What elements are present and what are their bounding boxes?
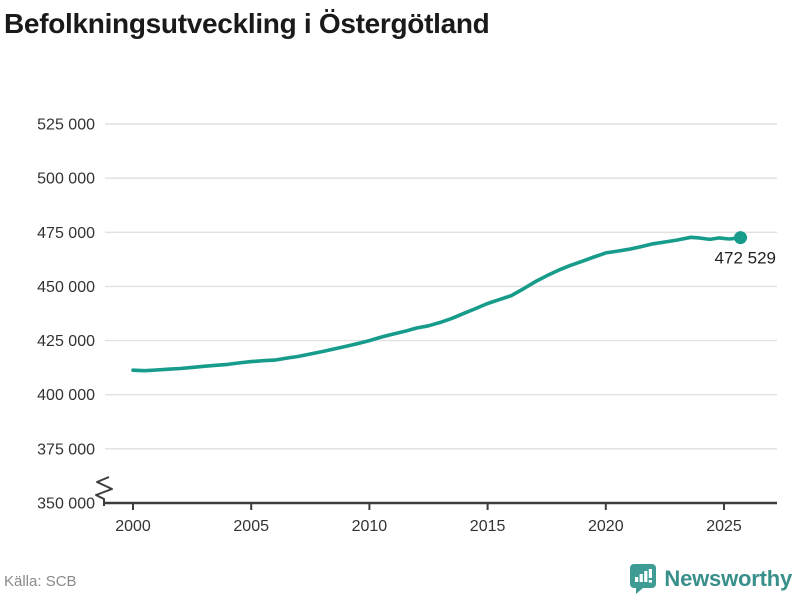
svg-text:350 000: 350 000	[37, 496, 95, 513]
newsworthy-branding: Newsworthy	[629, 564, 792, 594]
x-axis	[105, 501, 777, 510]
svg-text:450 000: 450 000	[37, 279, 95, 296]
svg-text:2010: 2010	[352, 518, 388, 535]
brand-name: Newsworthy	[664, 566, 792, 591]
svg-text:525 000: 525 000	[37, 117, 95, 134]
svg-text:500 000: 500 000	[37, 171, 95, 188]
y-axis-tick-labels: 350 000 375 000 400 000 425 000 450 000 475 0…	[37, 117, 95, 513]
y-axis-break-icon	[95, 476, 113, 506]
horizontal-gridlines	[105, 123, 777, 450]
source-caption: Källa: SCB	[4, 573, 77, 590]
svg-text:2020: 2020	[588, 518, 624, 535]
newsworthy-logo-icon	[630, 564, 657, 594]
population-line-series	[131, 235, 743, 373]
svg-text:400 000: 400 000	[37, 387, 95, 404]
svg-text:2005: 2005	[233, 518, 269, 535]
svg-text:2025: 2025	[706, 518, 742, 535]
latest-value-label: 472 529	[715, 249, 776, 268]
latest-point-marker	[734, 231, 747, 245]
chart-title: Befolkningsutveckling i Östergötland	[4, 8, 490, 39]
svg-text:2015: 2015	[470, 518, 506, 535]
svg-text:2000: 2000	[115, 518, 151, 535]
svg-text:475 000: 475 000	[37, 225, 95, 242]
svg-text:375 000: 375 000	[37, 441, 95, 458]
svg-text:425 000: 425 000	[37, 333, 95, 350]
x-axis-tick-labels: 2000 2005 2010 2015 2020 2025	[115, 518, 742, 535]
